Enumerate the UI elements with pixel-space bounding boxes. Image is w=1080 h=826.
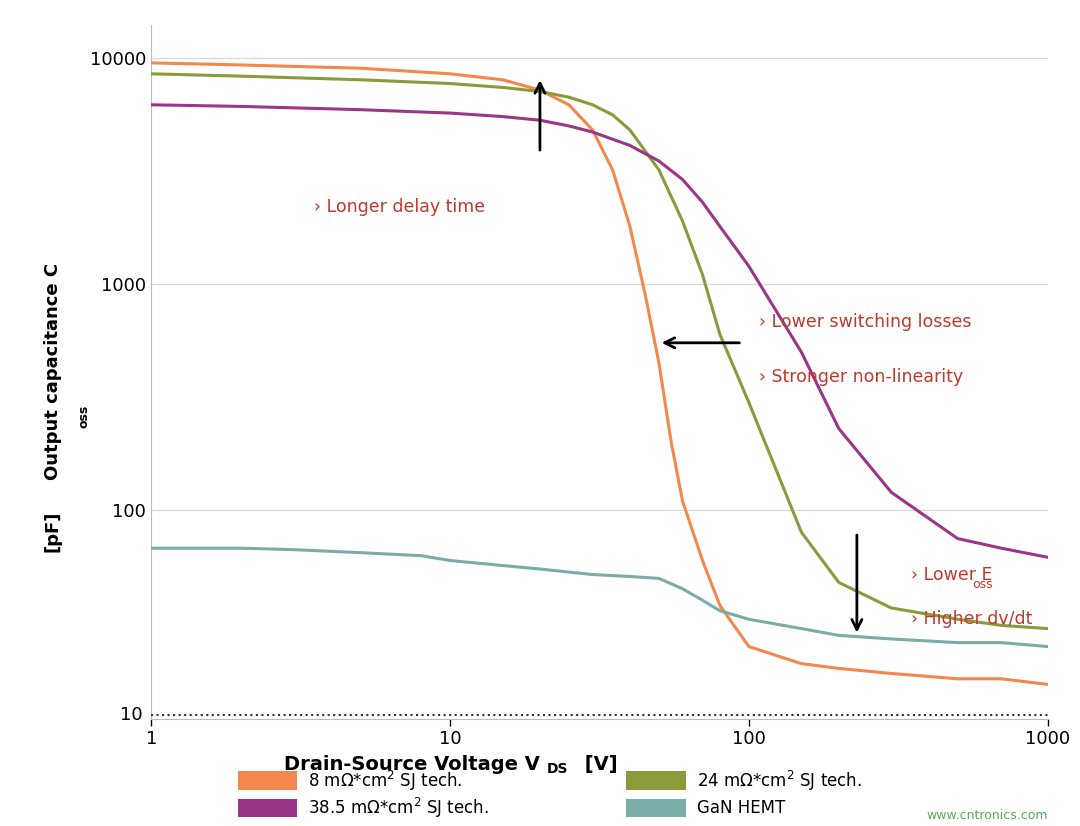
- Text: [pF]: [pF]: [43, 510, 62, 552]
- Text: › Lower E: › Lower E: [912, 566, 993, 583]
- Text: Output capacitance C: Output capacitance C: [43, 263, 62, 480]
- Text: GaN HEMT: GaN HEMT: [697, 799, 785, 817]
- Text: 38.5 m$\Omega$*cm$^2$ SJ tech.: 38.5 m$\Omega$*cm$^2$ SJ tech.: [308, 795, 488, 820]
- Text: [V]: [V]: [578, 754, 618, 774]
- Text: oss: oss: [78, 406, 91, 429]
- Text: www.cntronics.com: www.cntronics.com: [926, 809, 1048, 822]
- Text: › Stronger non-linearity: › Stronger non-linearity: [759, 368, 963, 386]
- Text: Drain-Source Voltage V: Drain-Source Voltage V: [284, 754, 540, 774]
- Text: 24 m$\Omega$*cm$^2$ SJ tech.: 24 m$\Omega$*cm$^2$ SJ tech.: [697, 768, 862, 793]
- Text: › Higher dv/dt: › Higher dv/dt: [912, 610, 1032, 629]
- Text: oss: oss: [972, 578, 993, 591]
- Text: › Lower switching losses: › Lower switching losses: [759, 313, 971, 331]
- Text: DS: DS: [546, 762, 568, 776]
- Text: 8 m$\Omega$*cm$^2$ SJ tech.: 8 m$\Omega$*cm$^2$ SJ tech.: [308, 768, 462, 793]
- Text: › Longer delay time: › Longer delay time: [314, 197, 485, 216]
- Text: 10: 10: [120, 705, 143, 724]
